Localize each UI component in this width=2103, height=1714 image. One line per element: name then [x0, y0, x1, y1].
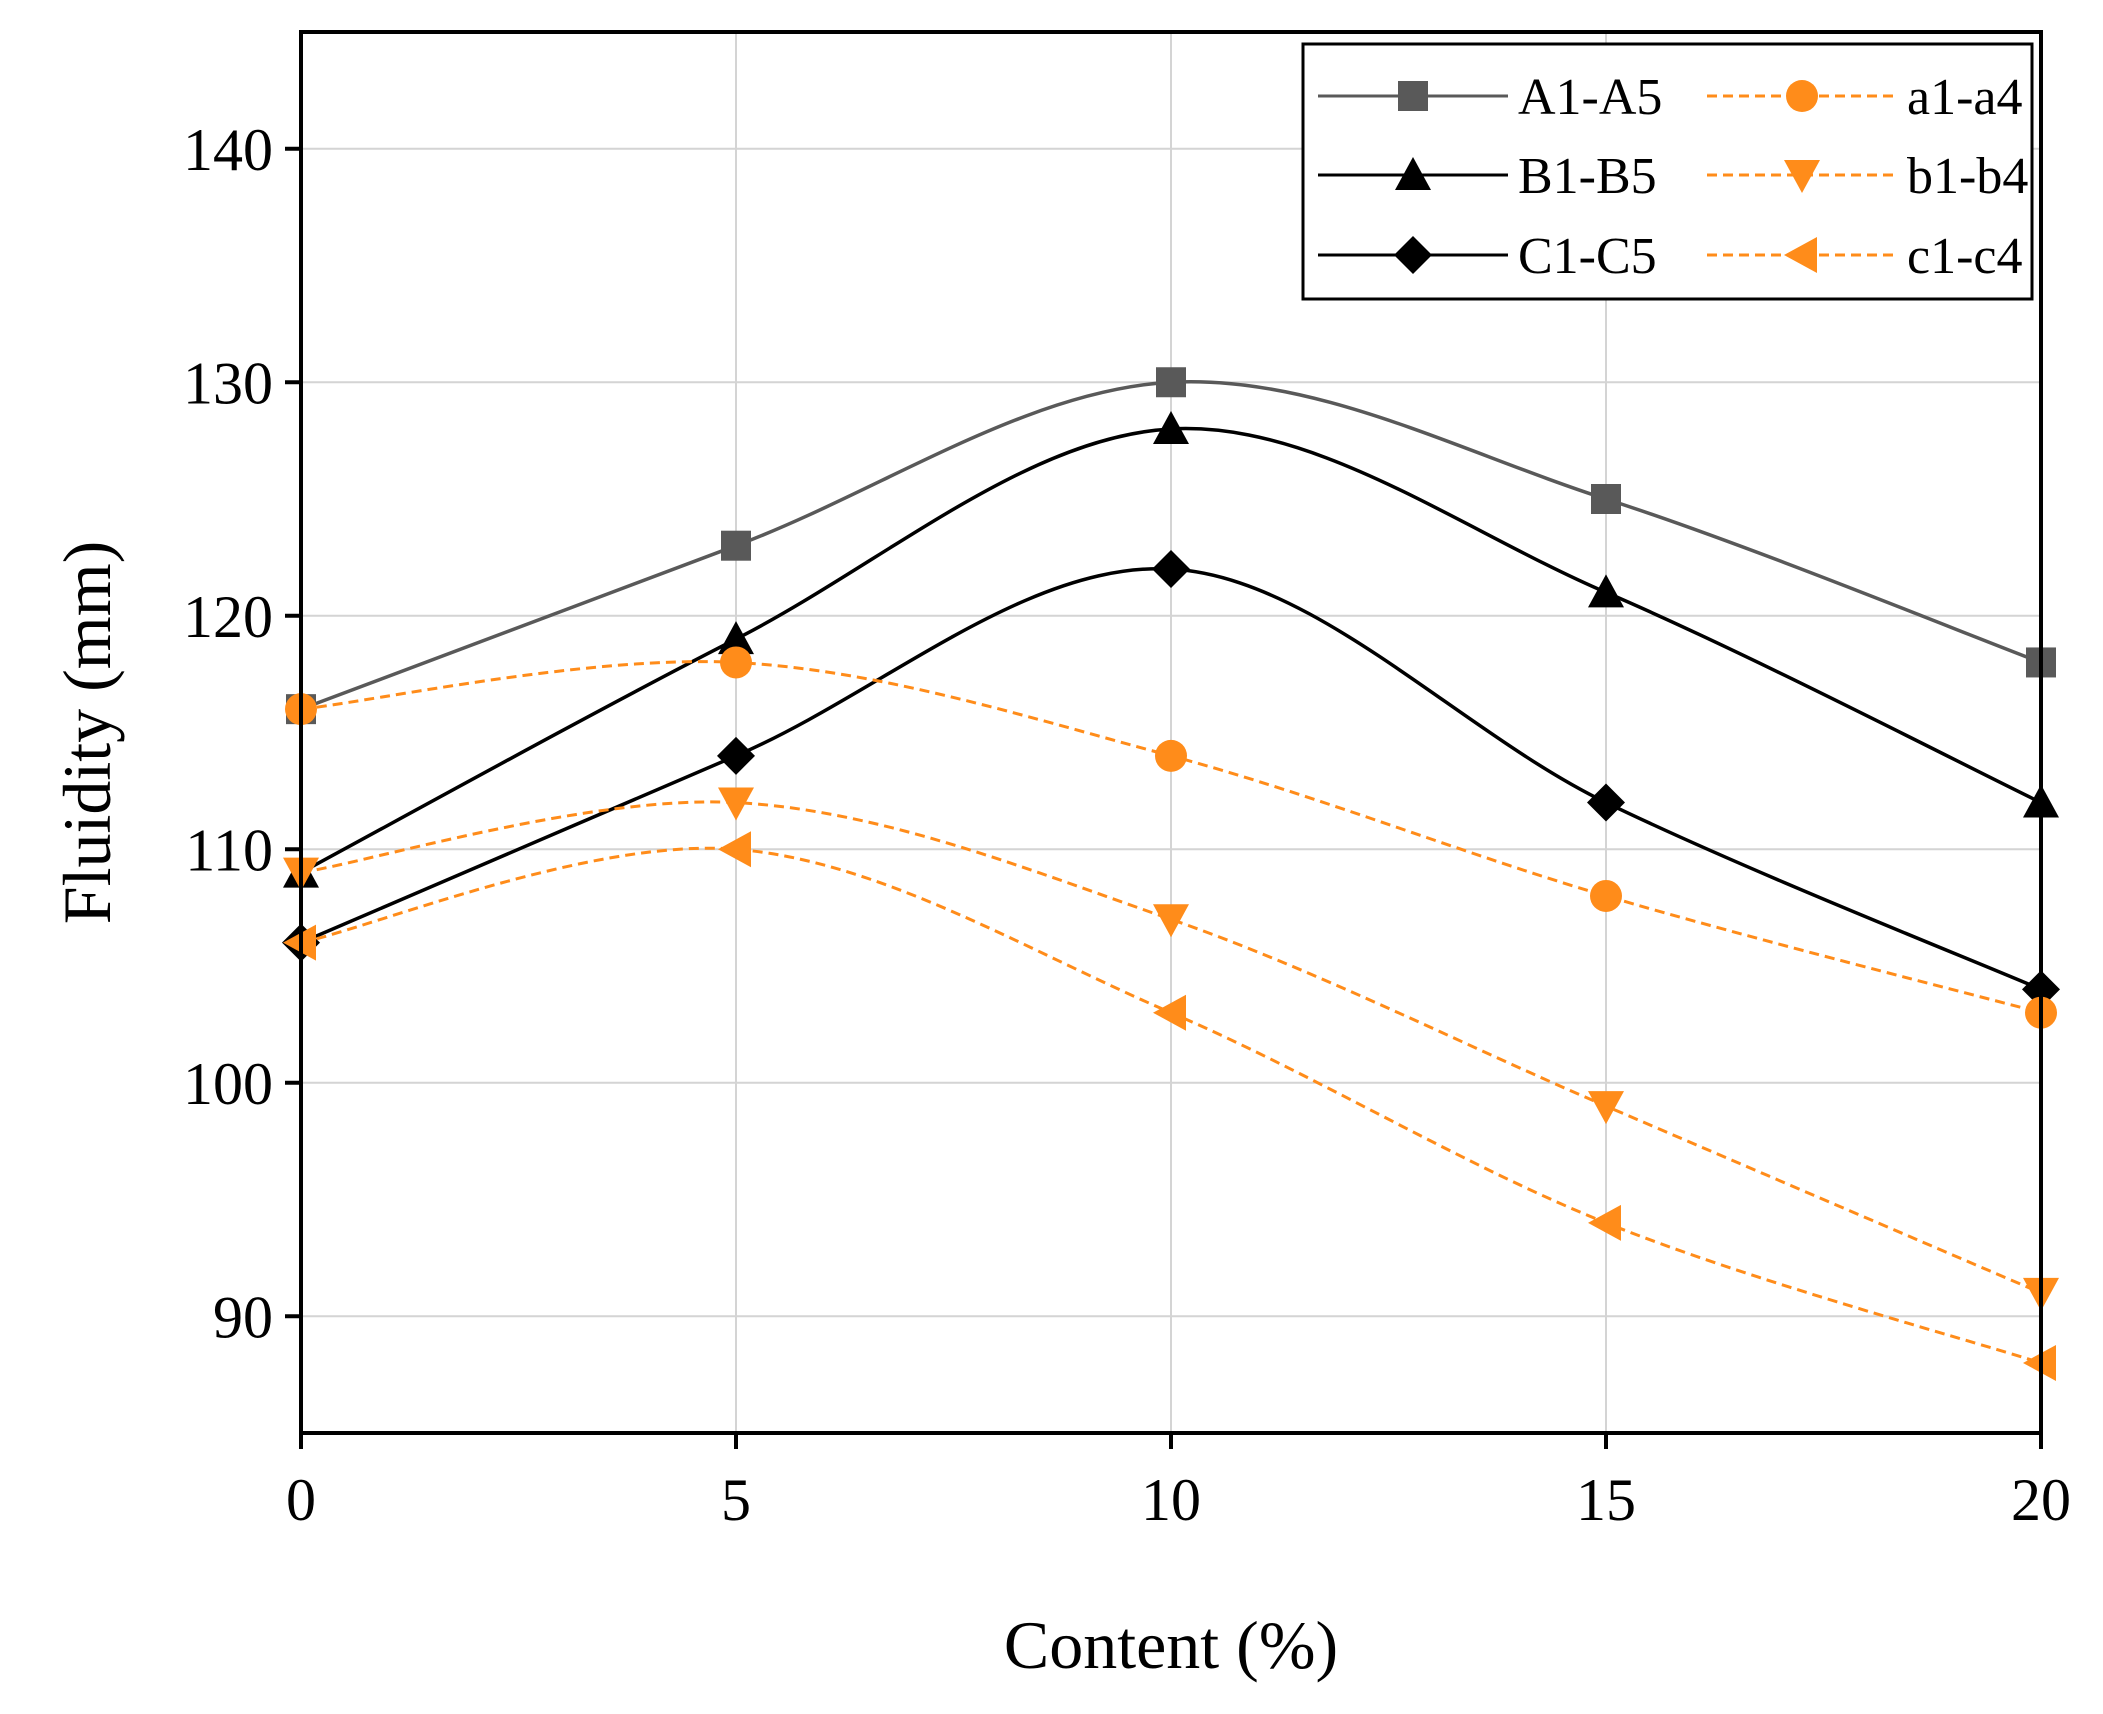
- x-tick-label: 5: [721, 1467, 751, 1533]
- data-point: [1590, 879, 1622, 912]
- data-point: [1156, 367, 1186, 398]
- legend-marker: [1394, 236, 1432, 274]
- data-point: [721, 530, 751, 561]
- x-tick-label: 15: [1576, 1467, 1636, 1533]
- data-point: [717, 736, 755, 775]
- legend: A1-A5 B1-B5 C1-C5 a1-a4 b1-b4 c1-c4: [1301, 42, 2034, 301]
- data-point: [1155, 739, 1187, 772]
- data-point: [720, 646, 752, 679]
- legend-marker: [1395, 157, 1431, 190]
- y-tick-label: 90: [213, 1284, 273, 1350]
- legend-marker: [1784, 160, 1820, 193]
- legend-marker: [1784, 237, 1817, 273]
- y-tick-label: 140: [183, 117, 273, 183]
- legend-item: A1-A5: [1318, 69, 1662, 126]
- data-point: [1588, 574, 1624, 608]
- legend-label: a1-a4: [1907, 69, 2022, 126]
- x-axis-title: Content (%): [1004, 1607, 1338, 1683]
- data-point: [1153, 994, 1186, 1031]
- data-point: [718, 787, 754, 821]
- data-point: [1153, 410, 1189, 444]
- data-point: [1153, 904, 1189, 938]
- y-tick-label: 100: [183, 1051, 273, 1117]
- data-point: [718, 831, 751, 868]
- x-tick-label: 10: [1141, 1467, 1201, 1533]
- x-tick-label: 20: [2011, 1467, 2071, 1533]
- data-point: [1152, 550, 1190, 589]
- legend-item: b1-b4: [1707, 148, 2028, 205]
- x-tick-label: 0: [286, 1467, 316, 1533]
- y-tick-label: 110: [185, 817, 273, 883]
- series-a1-a4: [285, 646, 2057, 1029]
- legend-marker: [1786, 80, 1818, 112]
- axis-ticks: 0 5 10 15 20 90 100 110 120 130 140: [183, 117, 2071, 1533]
- legend-label: c1-c4: [1907, 228, 2022, 285]
- legend-label: b1-b4: [1907, 148, 2028, 205]
- legend-label: C1-C5: [1518, 228, 1657, 285]
- data-point: [1588, 1091, 1624, 1125]
- data-point: [1591, 484, 1621, 514]
- legend-item: c1-c4: [1707, 228, 2022, 285]
- legend-label: A1-A5: [1518, 69, 1662, 126]
- data-point: [1587, 783, 1625, 822]
- legend-item: C1-C5: [1318, 228, 1657, 285]
- legend-item: a1-a4: [1707, 69, 2022, 126]
- series-c1-c4: [283, 831, 2056, 1381]
- data-point: [718, 621, 754, 655]
- y-axis-title: Fluidity (mm): [49, 541, 125, 924]
- legend-marker: [1398, 81, 1428, 111]
- y-tick-label: 120: [183, 584, 273, 650]
- data-point: [1588, 1204, 1621, 1241]
- y-tick-label: 130: [183, 350, 273, 416]
- legend-item: B1-B5: [1318, 148, 1657, 205]
- series-layer: [282, 367, 2060, 1381]
- legend-label: B1-B5: [1518, 148, 1657, 205]
